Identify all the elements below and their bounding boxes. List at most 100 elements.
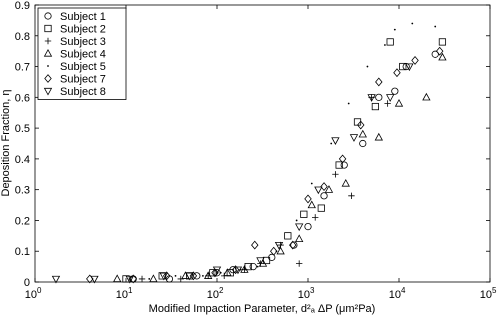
- marker: [290, 241, 298, 249]
- marker: [371, 102, 379, 111]
- marker: [240, 265, 249, 273]
- marker: [223, 268, 232, 276]
- marker: [212, 266, 222, 275]
- x-tick-label: 10: [207, 289, 219, 301]
- marker: [159, 272, 168, 281]
- legend-label: Subject 7: [60, 74, 106, 86]
- marker: [43, 48, 53, 57]
- marker: [386, 38, 394, 46]
- marker: [204, 271, 213, 279]
- marker: [189, 271, 198, 281]
- x-tick-exponent: 0: [37, 286, 42, 295]
- x-tick-label: 10: [25, 289, 37, 301]
- x-axis-label: Modified Impaction Parameter, d²ₐ ΔP (μm…: [149, 303, 376, 315]
- y-tick-label: 0.9: [15, 0, 30, 12]
- marker: [375, 77, 383, 87]
- marker: [226, 269, 234, 277]
- marker: [138, 275, 146, 283]
- marker: [422, 92, 431, 101]
- marker: [330, 142, 333, 145]
- marker: [359, 139, 367, 148]
- marker: [174, 274, 177, 277]
- marker: [367, 94, 376, 102]
- marker: [340, 161, 348, 169]
- x-tick-exponent: 4: [401, 286, 406, 295]
- marker: [300, 210, 308, 218]
- marker: [358, 129, 367, 138]
- marker: [312, 214, 319, 221]
- marker: [310, 182, 313, 185]
- marker: [256, 265, 259, 268]
- marker: [256, 257, 265, 265]
- y-tick-label: 0.6: [15, 92, 30, 104]
- marker: [44, 24, 52, 33]
- marker: [295, 223, 304, 232]
- marker: [331, 137, 340, 145]
- x-tick-label: 10: [298, 289, 310, 301]
- marker: [435, 46, 444, 56]
- marker: [348, 192, 355, 200]
- legend-label: Subject 5: [60, 61, 106, 73]
- y-axis-label: Deposition Fraction, η: [0, 90, 12, 197]
- marker: [405, 63, 414, 72]
- marker: [162, 271, 171, 281]
- marker: [320, 192, 328, 200]
- marker: [44, 12, 52, 20]
- marker: [43, 87, 53, 96]
- marker: [411, 55, 419, 65]
- marker: [386, 94, 395, 102]
- marker: [251, 240, 259, 250]
- marker: [149, 274, 158, 283]
- marker: [366, 65, 369, 68]
- marker: [295, 234, 304, 243]
- series: [51, 63, 414, 284]
- marker: [185, 272, 194, 281]
- marker: [314, 186, 323, 195]
- marker: [148, 278, 151, 280]
- marker: [269, 246, 278, 256]
- marker: [411, 22, 414, 25]
- marker: [338, 154, 347, 164]
- marker: [320, 182, 328, 192]
- marker: [384, 100, 391, 107]
- y-tick-label: 0.4: [15, 154, 30, 166]
- y-tick-label: 0.8: [15, 31, 30, 43]
- marker: [374, 132, 383, 141]
- marker: [122, 275, 130, 283]
- marker: [209, 269, 217, 277]
- marker: [211, 268, 219, 278]
- series: [138, 94, 391, 283]
- marker: [317, 204, 325, 212]
- y-tick-label: 0.7: [15, 62, 30, 74]
- marker: [113, 274, 122, 283]
- legend-label: Subject 2: [60, 24, 106, 36]
- x-tick-label: 10: [116, 289, 128, 301]
- marker: [304, 223, 312, 231]
- x-tick-exponent: 2: [219, 286, 224, 295]
- marker: [295, 260, 303, 267]
- x-tick-exponent: 5: [492, 286, 497, 295]
- marker: [393, 28, 396, 31]
- y-tick-label: 0.3: [15, 185, 30, 197]
- x-tick-exponent: 3: [310, 286, 315, 295]
- marker: [44, 74, 52, 83]
- legend-label: Subject 4: [60, 49, 106, 61]
- marker: [304, 194, 312, 204]
- series: [122, 38, 447, 283]
- marker: [249, 263, 257, 271]
- marker: [231, 265, 240, 275]
- marker: [295, 219, 298, 222]
- marker: [276, 246, 285, 255]
- marker: [438, 52, 447, 61]
- marker: [438, 38, 447, 46]
- marker: [44, 37, 52, 45]
- marker: [357, 120, 365, 130]
- x-tick-exponent: 1: [128, 286, 133, 295]
- marker: [193, 272, 201, 280]
- marker: [90, 275, 99, 284]
- marker: [399, 62, 407, 71]
- marker: [375, 93, 383, 101]
- marker: [393, 68, 401, 78]
- marker: [391, 87, 399, 95]
